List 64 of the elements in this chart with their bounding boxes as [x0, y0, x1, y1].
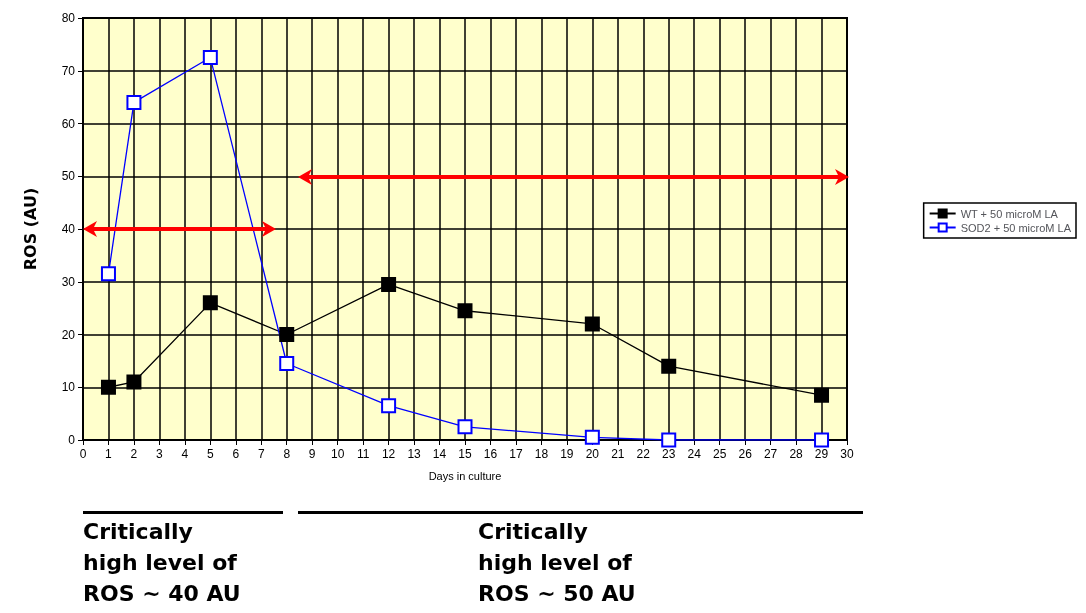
x-tick-label: 13	[407, 447, 422, 461]
y-tick-label: 70	[61, 63, 76, 78]
x-tick-label: 11	[356, 447, 370, 461]
y-tick-label: 10	[61, 380, 76, 395]
point	[661, 358, 677, 374]
y-tick-label: 60	[61, 116, 76, 131]
x-tick-label: 6	[232, 447, 240, 461]
x-tick-label: 21	[611, 447, 625, 461]
point	[457, 419, 473, 435]
x-tick-label: 3	[156, 447, 164, 461]
point	[126, 374, 142, 390]
y-tick-label: 30	[61, 274, 76, 289]
point	[814, 432, 830, 448]
x-tick-label: 2	[130, 447, 138, 461]
x-tick-label: 14	[432, 447, 447, 461]
y-tick-label: 80	[61, 11, 76, 25]
text: Critically high level of ROS ~ 50 AU	[478, 519, 636, 606]
x-tick-label: 23	[662, 447, 676, 461]
x-tick-label: 27	[763, 447, 778, 461]
point	[814, 387, 830, 403]
x-tick-label: 10	[330, 447, 345, 461]
point	[584, 316, 600, 332]
x-tick-label: 18	[534, 447, 549, 461]
point	[100, 266, 116, 282]
x-tick-label: 5	[206, 447, 214, 461]
x-tick-label: 15	[458, 447, 472, 461]
point	[202, 295, 218, 311]
x-tick-label: 8	[283, 447, 291, 461]
x-tick-label: 19	[560, 447, 574, 461]
x-tick-label: 4	[181, 447, 189, 461]
point	[279, 327, 295, 342]
legend-label: SOD2 + 50 microM LA	[960, 221, 1072, 234]
point	[661, 432, 677, 448]
x-tick-label: 29	[814, 447, 829, 461]
y-tick-label: 20	[61, 327, 76, 342]
x-tick-label: 24	[687, 447, 702, 461]
x-tick-label: 0	[79, 447, 87, 461]
y-tick-label: 0	[68, 433, 76, 447]
point	[100, 379, 116, 395]
x-tick-label: 26	[738, 447, 753, 461]
x-tick-label: 7	[257, 447, 265, 461]
point	[584, 429, 600, 445]
x-tick-label: 17	[509, 447, 523, 461]
y-axis-title: ROS (AU)	[20, 187, 40, 271]
x-tick-label: 30	[840, 447, 854, 461]
point	[202, 50, 218, 66]
y-tick-label: 40	[61, 222, 76, 236]
x-tick-label: 22	[636, 447, 651, 461]
point	[126, 94, 142, 110]
x-tick-label: 9	[308, 447, 316, 461]
point	[381, 398, 397, 414]
x-tick-label: 25	[712, 447, 727, 461]
point	[457, 303, 473, 319]
x-tick-label: 12	[381, 447, 396, 461]
text: Critically high level of ROS ~ 40 AU	[83, 519, 241, 606]
x-tick-label: 16	[483, 447, 498, 461]
x-axis-title: Days in culture	[428, 469, 502, 482]
x-tick-label: 20	[585, 447, 600, 461]
x-tick-label: 28	[789, 447, 804, 461]
point	[381, 276, 397, 292]
y-tick-label: 50	[61, 169, 76, 184]
point	[279, 356, 295, 372]
legend-label: WT + 50 microM LA	[960, 207, 1059, 220]
x-tick-label: 1	[105, 447, 113, 461]
